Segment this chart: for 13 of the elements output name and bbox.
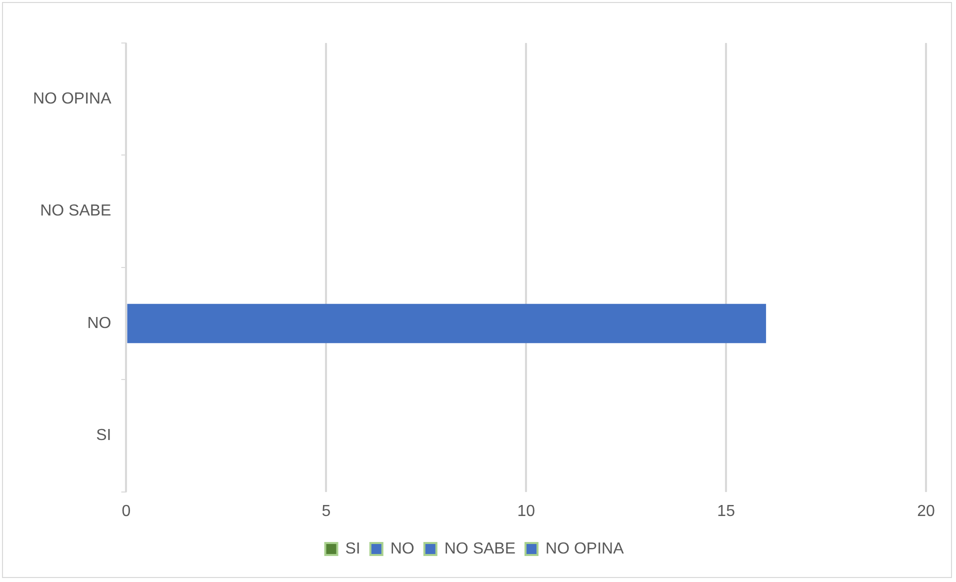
y-tick-label: NO SABE <box>40 202 112 220</box>
legend-label: SI <box>345 540 360 558</box>
x-tick-label: 5 <box>322 502 331 520</box>
x-tick-label: 15 <box>717 502 736 520</box>
y-tick-label: SI <box>96 427 112 444</box>
x-tick-label: 0 <box>122 502 131 520</box>
y-tick-label: NO OPINA <box>33 90 112 108</box>
x-tick-label: 10 <box>517 502 536 520</box>
x-tick-label: 20 <box>917 502 935 520</box>
y-tick-label: NO <box>87 314 112 332</box>
legend-label: NO SABE <box>444 540 516 558</box>
legend-label: NO <box>390 540 414 558</box>
legend-label: NO OPINA <box>546 540 624 558</box>
